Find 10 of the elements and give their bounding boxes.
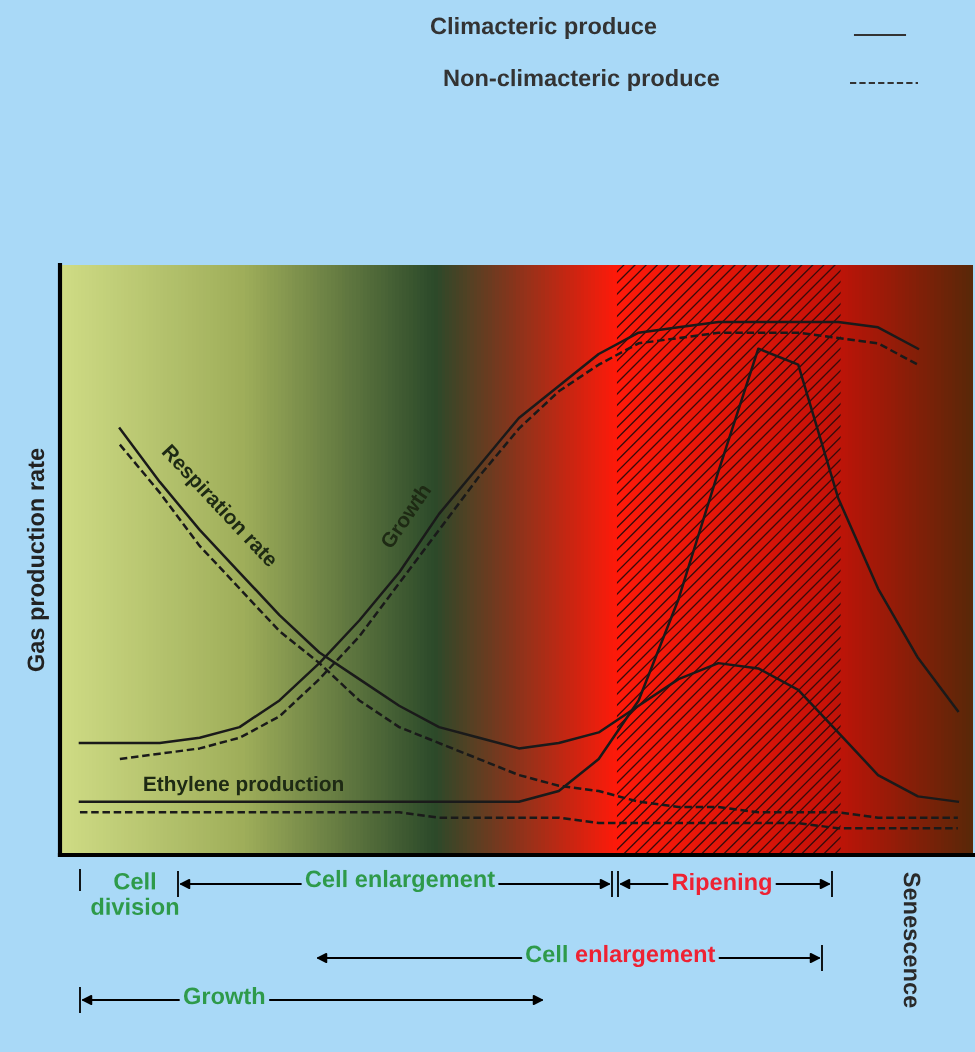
text: Ripening — [673, 872, 771, 896]
text: Senescence — [903, 872, 921, 1008]
text: Non-climacteric produce — [444, 69, 720, 91]
text: Cell enlargement — [526, 944, 716, 968]
series-label: Ethylene production — [144, 775, 343, 796]
y-axis-title: Gas production rate — [26, 448, 49, 672]
text: Cell enlargement — [305, 869, 495, 893]
text: Climacteric produce — [430, 17, 657, 39]
text: Cell division — [91, 872, 179, 916]
text: Growth — [183, 986, 265, 1005]
